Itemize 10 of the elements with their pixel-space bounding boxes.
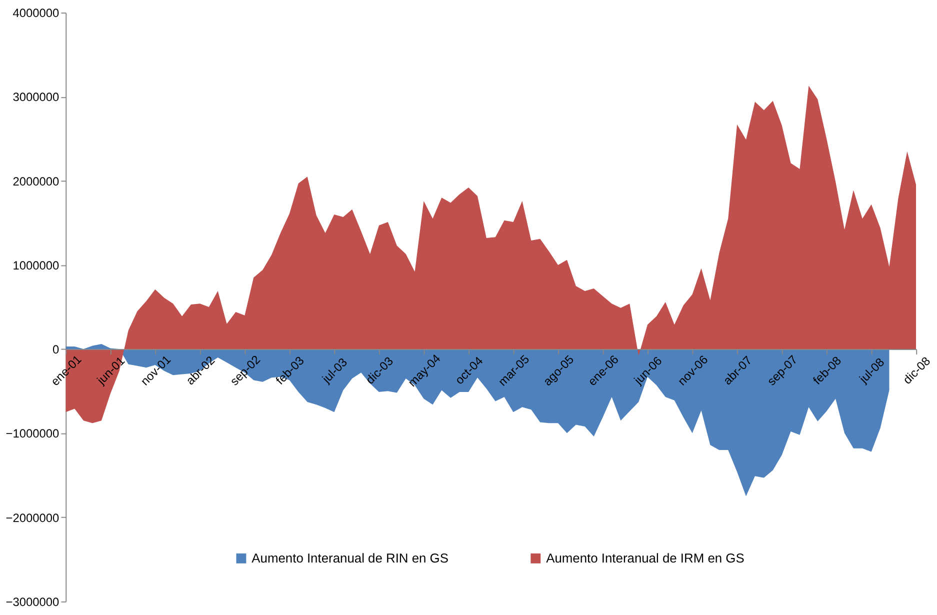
- y-tick-label: −1000000: [6, 426, 60, 441]
- y-tick-label: 4000000: [12, 6, 60, 20]
- legend-label: Aumento Interanual de IRM en GS: [546, 550, 745, 566]
- y-tick-label: −2000000: [6, 510, 60, 525]
- y-tick-label: 2000000: [12, 174, 60, 188]
- y-tick-label: 3000000: [12, 90, 60, 104]
- y-tick-label: 1000000: [12, 258, 60, 272]
- y-tick-label: −3000000: [6, 594, 60, 609]
- y-tick-label: 0: [52, 342, 60, 357]
- legend-label: Aumento Interanual de RIN en GS: [252, 550, 449, 566]
